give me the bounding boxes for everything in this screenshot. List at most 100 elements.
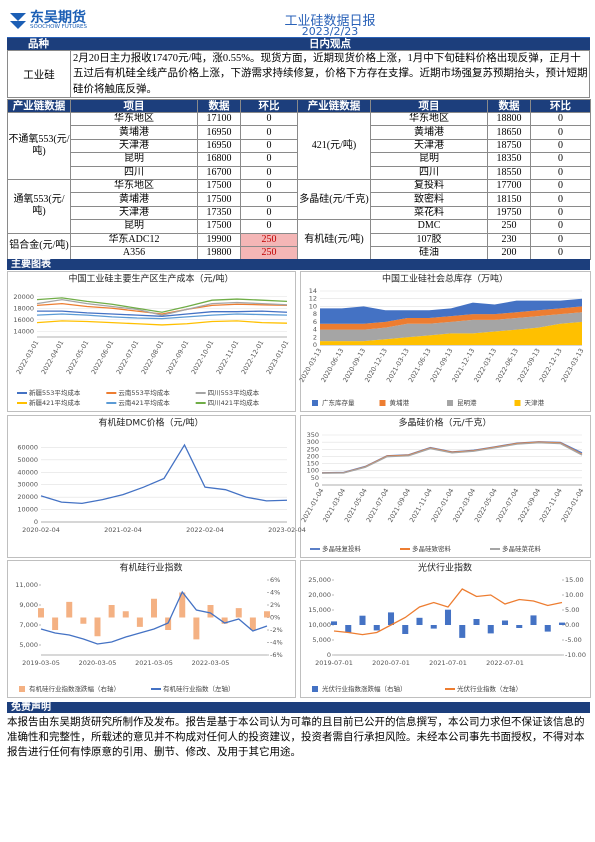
- change-cell: 0: [240, 111, 298, 127]
- value-cell: 19750: [487, 205, 531, 221]
- item-cell: 天津港: [70, 205, 198, 221]
- change-cell: 0: [240, 205, 298, 221]
- value-cell: 16800: [197, 152, 241, 167]
- change-cell: 250: [240, 232, 298, 247]
- change-cell: 0: [240, 178, 298, 194]
- group-cell: 铝合金(元/吨): [7, 232, 71, 261]
- item-cell: 昆明: [70, 152, 198, 167]
- item-cell: 硅油: [370, 245, 488, 261]
- change-cell: 0: [530, 205, 591, 221]
- logo-en: SOOCHOW FUTURES: [30, 24, 88, 30]
- group-cell: 多晶硅(元/千克): [297, 178, 371, 221]
- item-cell: 天津港: [70, 138, 198, 154]
- change-cell: 0: [530, 111, 591, 127]
- th: 数据: [487, 99, 531, 113]
- panel: [7, 415, 296, 558]
- item-cell: 华东ADC12: [70, 232, 198, 247]
- change-cell: 0: [240, 138, 298, 154]
- table-row: 不通氧553(元/吨) 华东地区 17100 0 421(元/吨) 华东地区 18800 0: [7, 111, 591, 180]
- item-cell: DMC: [370, 219, 488, 234]
- change-cell: 0: [530, 219, 591, 234]
- change-cell: 0: [240, 219, 298, 234]
- header-rule: [7, 37, 590, 38]
- disclaimer: 本报告由东吴期货研究所制作及发布。报告是基于本公司认为可靠的且目前已公开的信息撰…: [7, 717, 585, 758]
- change-cell: 250: [240, 245, 298, 261]
- change-cell: 0: [240, 192, 298, 207]
- item-cell: 复投料: [370, 178, 488, 194]
- change-cell: 0: [530, 138, 591, 154]
- summary-header: 品种: [7, 38, 70, 50]
- panel: [300, 415, 591, 558]
- value-cell: 18750: [487, 138, 531, 154]
- value-cell: 230: [487, 232, 531, 247]
- change-cell: 0: [530, 245, 591, 261]
- value-cell: 18550: [487, 165, 531, 180]
- group-cell: 不通氧553(元/吨): [7, 112, 71, 180]
- value-cell: 19800: [197, 245, 241, 261]
- item-cell: 致密料: [370, 192, 488, 207]
- group-cell: 有机硅(元/吨): [297, 219, 371, 261]
- change-cell: 0: [530, 232, 591, 247]
- item-cell: 黄埔港: [70, 192, 198, 207]
- change-cell: 0: [530, 152, 591, 167]
- panel: [7, 271, 296, 412]
- th: 产业链数据: [297, 99, 371, 113]
- value-cell: 18350: [487, 152, 531, 167]
- item-cell: 107胶: [370, 232, 488, 247]
- change-cell: 0: [530, 178, 591, 194]
- section-header: 主要图表: [7, 259, 590, 270]
- value-cell: 17700: [487, 178, 531, 194]
- value-cell: 16700: [197, 165, 241, 180]
- table-row: 通氧553(元/吨) 华东地区 17500 0 多晶硅(元/千克) 复投料 17700 0: [7, 178, 591, 234]
- item-cell: 昆明: [70, 219, 198, 234]
- item-cell: 昆明: [370, 152, 488, 167]
- item-cell: 天津港: [370, 138, 488, 154]
- item-cell: 四川: [370, 165, 488, 180]
- table-row: 昆明 17500 0 有机硅(元/吨) DMC 250 0: [8, 219, 591, 261]
- th: 项目: [70, 99, 198, 113]
- table-header: 产业链数据 项目 数据 环比 产业链数据 项目 数据 环比: [7, 99, 591, 113]
- group-cell: 通氧553(元/吨): [7, 178, 71, 234]
- summary-header: 日内观点: [70, 38, 590, 50]
- th: 数据: [197, 99, 241, 113]
- value-cell: 200: [487, 245, 531, 261]
- value-cell: 17350: [197, 205, 241, 221]
- value-cell: 19900: [197, 232, 241, 247]
- value-cell: 18800: [487, 111, 531, 127]
- item-cell: 华东地区: [370, 111, 488, 127]
- panel: [300, 271, 591, 412]
- value-cell: 16950: [197, 138, 241, 154]
- value-cell: 16950: [197, 125, 241, 140]
- logo-text: 东吴期货: [30, 10, 86, 26]
- change-cell: 0: [240, 152, 298, 167]
- change-cell: 0: [530, 192, 591, 207]
- data-table: 产业链数据 项目 数据 环比 产业链数据 项目 数据 环比 不通氧553(元/吨) 华东地区 17…: [7, 99, 591, 261]
- change-cell: 0: [530, 165, 591, 180]
- table-row: 铝合金(元/吨) 华东ADC12 19900 250 107胶 230 0: [7, 232, 591, 261]
- section-header: 免责声明: [7, 702, 590, 713]
- item-cell: 黄埔港: [370, 125, 488, 140]
- item-cell: 四川: [70, 165, 198, 180]
- table-row: 黄埔港 17500 0 致密料 18150 0: [8, 192, 591, 207]
- change-cell: 0: [240, 165, 298, 180]
- value-cell: 17100: [197, 111, 241, 127]
- value-cell: 18650: [487, 125, 531, 140]
- th: 环比: [240, 99, 298, 113]
- table-row: 四川 16700 0 四川 18550 0: [8, 165, 591, 180]
- th: 项目: [370, 99, 488, 113]
- group-cell: 421(元/吨): [297, 112, 371, 180]
- summary-text: 2月20日主力报收17470元/吨，涨0.55%。现货方面，近期现货价格上涨，1…: [70, 50, 590, 98]
- variety: 工业硅: [7, 50, 71, 98]
- value-cell: 17500: [197, 219, 241, 234]
- item-cell: 华东地区: [70, 178, 198, 194]
- logo: 东吴期货 SOOCHOW FUTURES: [8, 7, 108, 35]
- value-cell: 18150: [487, 192, 531, 207]
- item-cell: 华东地区: [70, 111, 198, 127]
- logo-icon: [10, 13, 26, 29]
- item-cell: 菜花料: [370, 205, 488, 221]
- value-cell: 17500: [197, 178, 241, 194]
- item-cell: A356: [70, 245, 198, 261]
- date: 2023/2/23: [301, 25, 359, 38]
- value-cell: 17500: [197, 192, 241, 207]
